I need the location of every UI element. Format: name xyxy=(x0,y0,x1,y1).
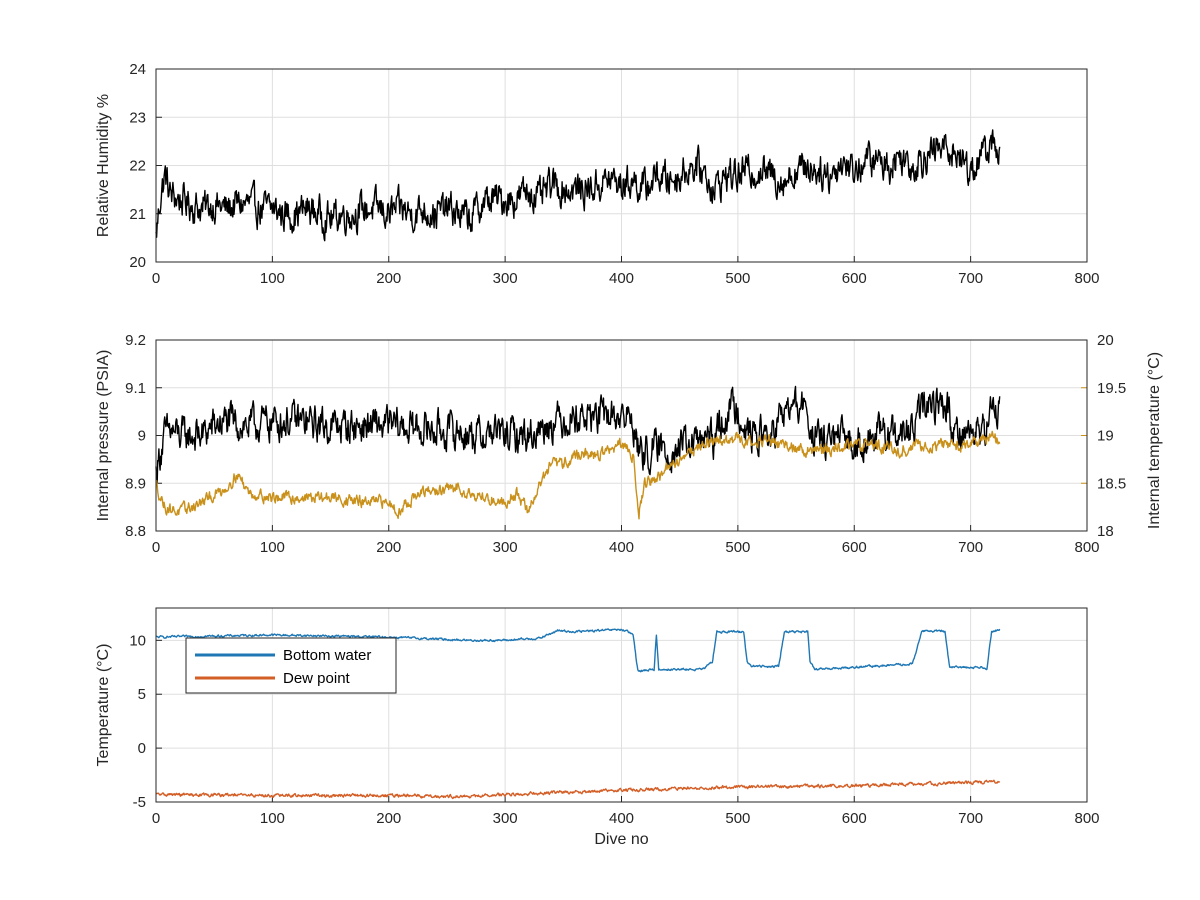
x-tick-label: 200 xyxy=(376,539,401,556)
plot-lines xyxy=(155,628,1001,800)
x-tick-label: 200 xyxy=(376,270,401,287)
panel-internal-pressure-temperature: 0 100 200 300 400 500 600 700 800 8.88.999.19.2 … xyxy=(95,332,1163,556)
x-tick-label: 400 xyxy=(609,270,634,287)
x-tick-label: 800 xyxy=(1074,539,1099,556)
y2-tick-label: 18.5 xyxy=(1097,475,1126,492)
x-tick-label: 600 xyxy=(842,270,867,287)
grid-lines xyxy=(155,339,1088,532)
y-tick-label: 8.9 xyxy=(125,475,146,492)
series-line-1-1 xyxy=(155,430,1001,520)
x-tick-label: 200 xyxy=(376,810,401,827)
legend-box xyxy=(185,637,397,694)
y-tick-labels: 20 21 22 23 24 xyxy=(129,61,146,271)
x-tick-label: 300 xyxy=(493,270,518,287)
y2-tick-label: 18 xyxy=(1097,523,1114,540)
axes-frame xyxy=(155,68,1088,263)
y-tick-labels: 8.8 8.9 9 9.1 9.2 xyxy=(125,332,146,540)
x-tick-label: 400 xyxy=(609,539,634,556)
y2-tick-label: 19 xyxy=(1097,428,1114,445)
y-tick-label: 0 xyxy=(138,740,146,757)
y-tick-label: 9.2 xyxy=(125,332,146,349)
y-tick-label: 10 xyxy=(129,632,146,649)
y-tick-label: 21 xyxy=(129,206,146,223)
x-tick-label: 500 xyxy=(725,539,750,556)
grid-lines xyxy=(155,68,1088,263)
x-tick-label: 300 xyxy=(493,810,518,827)
axes-frame xyxy=(155,607,1088,803)
x-tick-labels: 0 100 200 300 400 500 600 700 800 xyxy=(152,810,1100,827)
panel-relative-humidity: 0 100 200 300 400 500 600 700 800 20 21 22 23 24 Rel… xyxy=(95,61,1100,287)
x-tick-label: 400 xyxy=(609,810,634,827)
y-tick-label: 8.8 xyxy=(125,523,146,540)
x-tick-label: 700 xyxy=(958,810,983,827)
y-axis-label: Internal pressure (PSIA) xyxy=(95,350,112,522)
y-tick-label: 9.1 xyxy=(125,380,146,397)
x-tick-label: 100 xyxy=(260,270,285,287)
y2-tick-labels: 18 18.5 19 19.5 20 xyxy=(1097,332,1126,540)
panel-temperature: 0 100 200 300 400 500 600 700 800 -5 0 5 10 Tempera… xyxy=(95,607,1100,848)
x-axis-label: Dive no xyxy=(594,831,648,848)
y-tick-label: 9 xyxy=(138,428,146,445)
x-tick-label: 100 xyxy=(260,810,285,827)
x-tick-labels: 0 100 200 300 400 500 600 700 800 xyxy=(152,539,1100,556)
x-tick-label: 300 xyxy=(493,539,518,556)
grid-lines xyxy=(155,608,1088,803)
x-tick-label: 800 xyxy=(1074,810,1099,827)
legend-label-bottom-water: Bottom water xyxy=(283,647,371,664)
x-tick-label: 600 xyxy=(842,539,867,556)
y-tick-label: -5 xyxy=(133,794,146,811)
y-axis-label: Relative Humidity % xyxy=(95,94,112,237)
plot-lines xyxy=(155,129,1001,242)
x-tick-label: 0 xyxy=(152,810,160,827)
y2-axis-label: Internal temperature (°C) xyxy=(1146,352,1163,529)
series-line-2-0 xyxy=(155,628,1001,673)
y-tick-label: 22 xyxy=(129,158,146,175)
y-tick-label: 5 xyxy=(138,686,146,703)
x-tick-label: 700 xyxy=(958,270,983,287)
legend-label-dew-point: Dew point xyxy=(283,670,351,687)
y-tick-labels: -5 0 5 10 xyxy=(129,632,146,811)
series-line-0-0 xyxy=(155,129,1001,242)
x-tick-label: 0 xyxy=(152,270,160,287)
x-tick-labels: 0 100 200 300 400 500 600 700 800 xyxy=(152,270,1100,287)
legend: Bottom water Dew point xyxy=(185,637,397,694)
y-tick-label: 20 xyxy=(129,254,146,271)
series-line-2-1 xyxy=(155,779,1001,800)
axes-frame xyxy=(155,339,1088,532)
y-tick-label: 24 xyxy=(129,61,146,78)
x-tick-label: 700 xyxy=(958,539,983,556)
x-tick-label: 500 xyxy=(725,810,750,827)
x-tick-label: 800 xyxy=(1074,270,1099,287)
series-line-1-0 xyxy=(155,385,1001,484)
x-tick-label: 600 xyxy=(842,810,867,827)
x-tick-label: 500 xyxy=(725,270,750,287)
y-axis-label: Temperature (°C) xyxy=(95,644,112,767)
y2-tick-label: 20 xyxy=(1097,332,1114,349)
y-tick-label: 23 xyxy=(129,109,146,126)
x-tick-label: 0 xyxy=(152,539,160,556)
x-tick-label: 100 xyxy=(260,539,285,556)
plot-lines xyxy=(155,385,1001,520)
y2-tick-label: 19.5 xyxy=(1097,380,1126,397)
